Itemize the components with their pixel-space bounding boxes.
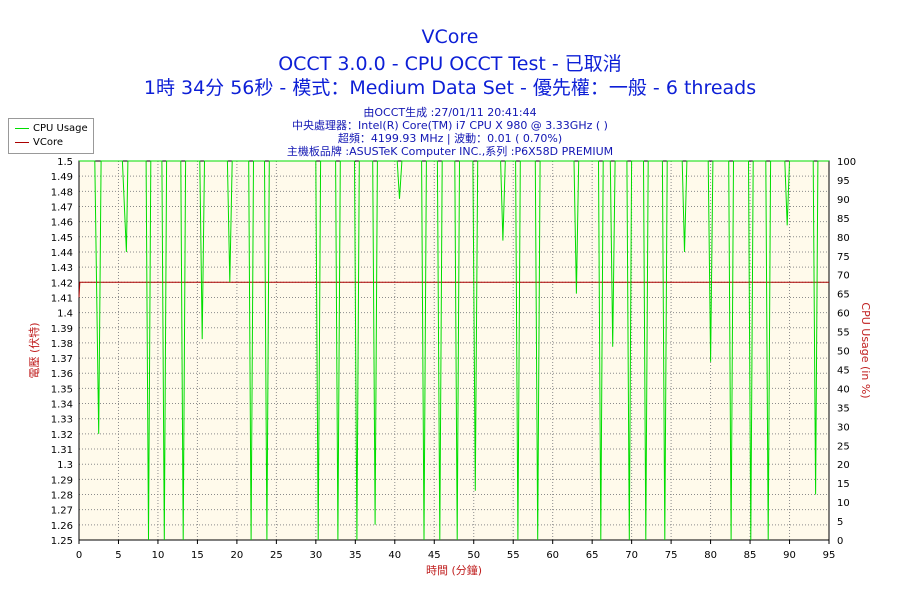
- y-tick-label: 1.42: [51, 278, 73, 289]
- y2-tick-label: 20: [837, 460, 850, 471]
- x-tick-label: 95: [823, 550, 836, 561]
- y2-axis-title: CPU Usage (in %): [859, 302, 872, 398]
- y-tick-label: 1.26: [51, 521, 73, 532]
- y-tick-label: 1.38: [51, 339, 73, 350]
- y-tick-label: 1.35: [51, 384, 73, 395]
- y-tick-label: 1.3: [57, 460, 73, 471]
- run-info: 1時 34分 56秒 - 模式：Medium Data Set - 優先權：一般…: [143, 77, 757, 99]
- x-tick-label: 15: [191, 550, 204, 561]
- y-tick-label: 1.29: [51, 475, 73, 486]
- y2-tick-label: 45: [837, 365, 850, 376]
- x-tick-label: 30: [309, 550, 322, 561]
- y-tick-label: 1.44: [51, 248, 73, 259]
- y-tick-label: 1.43: [51, 263, 73, 274]
- generated-info: 由OCCT生成 :27/01/11 20:41:44: [363, 106, 537, 119]
- series-line-vcore: [78, 281, 829, 298]
- x-tick-label: 5: [115, 550, 121, 561]
- legend-item-vcore: VCore: [15, 137, 63, 149]
- x-tick-label: 45: [428, 550, 441, 561]
- y-tick-label: 1.34: [51, 400, 73, 411]
- plot-area: [79, 161, 829, 540]
- x-tick-label: 25: [270, 550, 283, 561]
- y-tick-label: 1.28: [51, 491, 73, 502]
- y2-tick-label: 55: [837, 328, 850, 339]
- legend-item-cpu-usage: CPU Usage: [15, 123, 88, 135]
- x-tick-label: 40: [388, 550, 401, 561]
- y-tick-label: 1.39: [51, 324, 73, 335]
- y-tick-label: 1.4: [57, 309, 73, 320]
- y2-tick-label: 5: [837, 517, 843, 528]
- y-tick-label: 1.5: [57, 157, 73, 168]
- y2-tick-label: 0: [837, 536, 843, 547]
- y-tick-label: 1.46: [51, 218, 73, 229]
- x-axis-title: 時間 (分鐘): [426, 563, 482, 577]
- y-tick-label: 1.45: [51, 233, 73, 244]
- y-tick-label: 1.31: [51, 445, 73, 456]
- y2-tick-label: 75: [837, 252, 850, 263]
- x-tick-label: 20: [231, 550, 244, 561]
- y2-tick-label: 35: [837, 403, 850, 414]
- y-tick-label: 1.25: [51, 536, 73, 547]
- y2-tick-label: 40: [837, 384, 850, 395]
- x-tick-label: 75: [665, 550, 678, 561]
- y-tick-label: 1.41: [51, 293, 73, 304]
- legend-swatch-cpu-usage: [15, 127, 29, 129]
- y2-tick-label: 90: [837, 195, 850, 206]
- y-tick-label: 1.33: [51, 415, 73, 426]
- cpu-info: 中央處理器：Intel(R) Core(TM) i7 CPU X 980 @ 3…: [292, 119, 608, 132]
- y2-tick-label: 25: [837, 441, 850, 452]
- legend-label-vcore: VCore: [33, 137, 63, 148]
- x-tick-label: 50: [467, 550, 480, 561]
- x-tick-label: 80: [704, 550, 717, 561]
- x-tick-label: 85: [744, 550, 757, 561]
- x-tick-label: 60: [546, 550, 559, 561]
- x-tick-label: 0: [76, 550, 82, 561]
- y-tick-label: 1.32: [51, 430, 73, 441]
- y2-tick-label: 50: [837, 347, 850, 358]
- x-tick-label: 10: [152, 550, 165, 561]
- y-tick-label: 1.47: [51, 202, 73, 213]
- y2-tick-label: 70: [837, 271, 850, 282]
- y-tick-label: 1.48: [51, 187, 73, 198]
- y-tick-label: 1.49: [51, 172, 73, 183]
- legend-swatch-vcore: [15, 141, 29, 143]
- y2-tick-label: 80: [837, 233, 850, 244]
- x-tick-label: 65: [586, 550, 599, 561]
- y-tick-label: 1.27: [51, 506, 73, 517]
- test-subtitle: OCCT 3.0.0 - CPU OCCT Test - 已取消: [278, 53, 622, 75]
- x-tick-label: 35: [349, 550, 362, 561]
- y2-tick-label: 100: [837, 157, 856, 168]
- y-tick-label: 1.37: [51, 354, 73, 365]
- y2-tick-label: 60: [837, 309, 850, 320]
- chart-legend: CPU Usage VCore: [8, 118, 94, 154]
- x-tick-label: 55: [507, 550, 520, 561]
- y2-tick-label: 30: [837, 422, 850, 433]
- y2-tick-label: 85: [837, 214, 850, 225]
- chart-title: VCore: [421, 26, 479, 48]
- y2-tick-label: 95: [837, 176, 850, 187]
- x-tick-label: 90: [783, 550, 796, 561]
- y2-tick-label: 65: [837, 290, 850, 301]
- frequency-info: 超頻：4199.93 MHz | 波動：0.01 ( 0.70%): [337, 132, 563, 145]
- y-tick-label: 1.36: [51, 369, 73, 380]
- motherboard-info: 主機板品牌 :ASUSTeK Computer INC.,系列 :P6X58D …: [286, 145, 614, 158]
- x-tick-label: 70: [625, 550, 638, 561]
- series-line-cpu-usage: [79, 160, 829, 541]
- y-axis-title: 電壓 (伏特): [27, 322, 41, 378]
- y2-tick-label: 10: [837, 498, 850, 509]
- y2-tick-label: 15: [837, 479, 850, 490]
- legend-label-cpu-usage: CPU Usage: [33, 123, 88, 134]
